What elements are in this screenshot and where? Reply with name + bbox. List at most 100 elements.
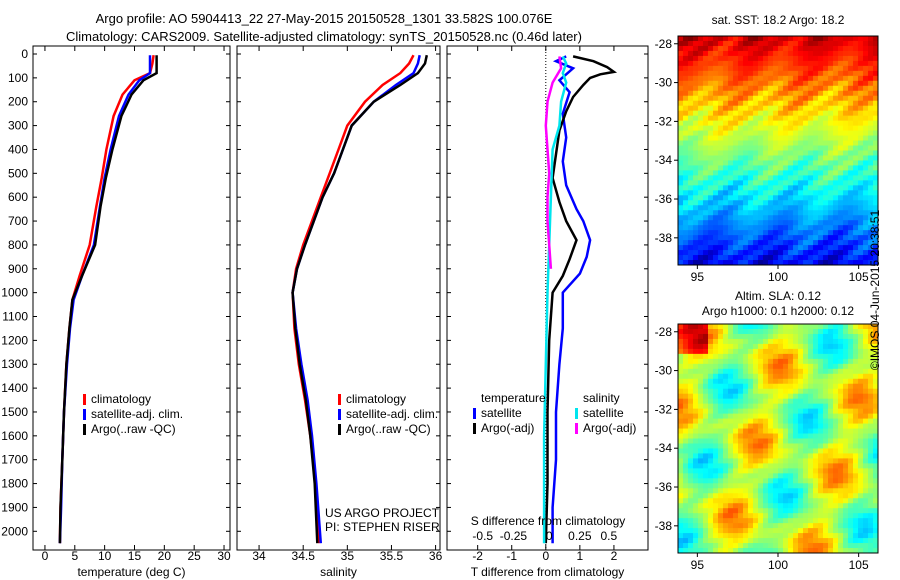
heatmap-cell [758, 70, 764, 77]
heatmap-cell [833, 523, 839, 529]
heatmap-cell [813, 150, 819, 157]
heatmap-cell [733, 438, 739, 445]
heatmap-cell [783, 543, 789, 549]
heatmap-cell [778, 423, 784, 430]
heatmap-cell [868, 438, 874, 445]
heatmap-cell [798, 338, 804, 345]
heatmap-cell [828, 518, 834, 524]
heatmap-cell [783, 200, 789, 206]
heatmap-cell [713, 433, 719, 440]
heatmap-cell [868, 175, 874, 181]
heatmap-cell [708, 438, 714, 445]
heatmap-cell [693, 473, 699, 479]
heatmap-cell [868, 373, 874, 380]
heatmap-cell [873, 433, 878, 440]
series-line-argo---raw--qc- [291, 54, 429, 544]
heatmap-cell [733, 55, 739, 62]
heatmap-cell [818, 383, 824, 390]
heatmap-cell [863, 75, 869, 82]
heatmap-cell [778, 478, 784, 484]
heatmap-cell [768, 418, 774, 425]
heatmap-cell [838, 383, 844, 390]
heatmap-cell [743, 65, 749, 72]
x2-tick-label: -0.5 [472, 529, 493, 543]
heatmap-cell [773, 175, 779, 181]
heatmap-cell [788, 255, 794, 261]
heatmap-cell [688, 408, 694, 415]
heatmap-cell [808, 463, 814, 469]
heatmap-cell [723, 408, 729, 415]
heatmap-cell [853, 483, 859, 489]
heatmap-cell [763, 130, 769, 137]
heatmap-cell [723, 105, 729, 112]
heatmap-cell [678, 393, 684, 400]
heatmap-cell [828, 150, 834, 157]
heatmap-cell [698, 478, 704, 484]
heatmap-cell [683, 120, 689, 127]
heatmap-cell [768, 353, 774, 360]
heatmap-cell [678, 220, 684, 226]
heatmap-cell [818, 165, 824, 172]
heatmap-cell [808, 508, 814, 514]
heatmap-cell [873, 443, 878, 450]
heatmap-cell [828, 398, 834, 405]
heatmap-cell [868, 523, 874, 529]
heatmap-cell [763, 250, 769, 256]
heatmap-cell [773, 195, 779, 201]
heatmap-cell [738, 548, 744, 553]
heatmap-cell [808, 155, 814, 162]
heatmap-cell [873, 150, 878, 157]
heatmap-cell [853, 468, 859, 474]
heatmap-cell [743, 190, 749, 196]
heatmap-cell [848, 418, 854, 425]
heatmap-cell [863, 383, 869, 390]
heatmap-cell [723, 235, 729, 241]
heatmap-cell [863, 225, 869, 231]
heatmap-cell [803, 523, 809, 529]
heatmap-cell [763, 155, 769, 162]
heatmap-cell [703, 433, 709, 440]
heatmap-cell [798, 40, 804, 47]
heatmap-cell [718, 110, 724, 117]
heatmap-cell [723, 185, 729, 191]
heatmap-cell [713, 438, 719, 445]
heatmap-cell [858, 353, 864, 360]
heatmap-cell [738, 353, 744, 360]
heatmap-cell [698, 528, 704, 534]
heatmap-cell [873, 413, 878, 420]
heatmap-cell [688, 80, 694, 87]
heatmap-cell [813, 145, 819, 152]
heatmap-cell [703, 240, 709, 246]
heatmap-cell [773, 250, 779, 256]
heatmap-cell [683, 498, 689, 504]
heatmap-cell [733, 155, 739, 162]
heatmap-cell [728, 200, 734, 206]
heatmap-cell [783, 90, 789, 97]
heatmap-cell [688, 255, 694, 261]
heatmap-cell [798, 135, 804, 142]
heatmap-cell [813, 403, 819, 410]
heatmap-cell [748, 215, 754, 221]
heatmap-cell [703, 150, 709, 157]
heatmap-cell [743, 85, 749, 92]
heatmap-cell [868, 90, 874, 97]
heatmap-cell [848, 453, 854, 460]
heatmap-cell [728, 338, 734, 345]
heatmap-cell [833, 508, 839, 514]
heatmap-cell [768, 403, 774, 410]
heatmap-cell [723, 468, 729, 474]
y-tick-label: -28 [655, 37, 673, 51]
heatmap-cell [773, 190, 779, 196]
y-tick-label: 0 [21, 47, 28, 61]
heatmap-cell [753, 160, 759, 167]
heatmap-cell [703, 135, 709, 142]
heatmap-cell [728, 373, 734, 380]
heatmap-cell [788, 533, 794, 539]
heatmap-cell [743, 40, 749, 47]
heatmap-cell [853, 65, 859, 72]
heatmap-cell [718, 388, 724, 395]
heatmap-cell [853, 195, 859, 201]
heatmap-cell [873, 90, 878, 97]
heatmap-cell [768, 60, 774, 67]
heatmap-cell [813, 548, 819, 553]
